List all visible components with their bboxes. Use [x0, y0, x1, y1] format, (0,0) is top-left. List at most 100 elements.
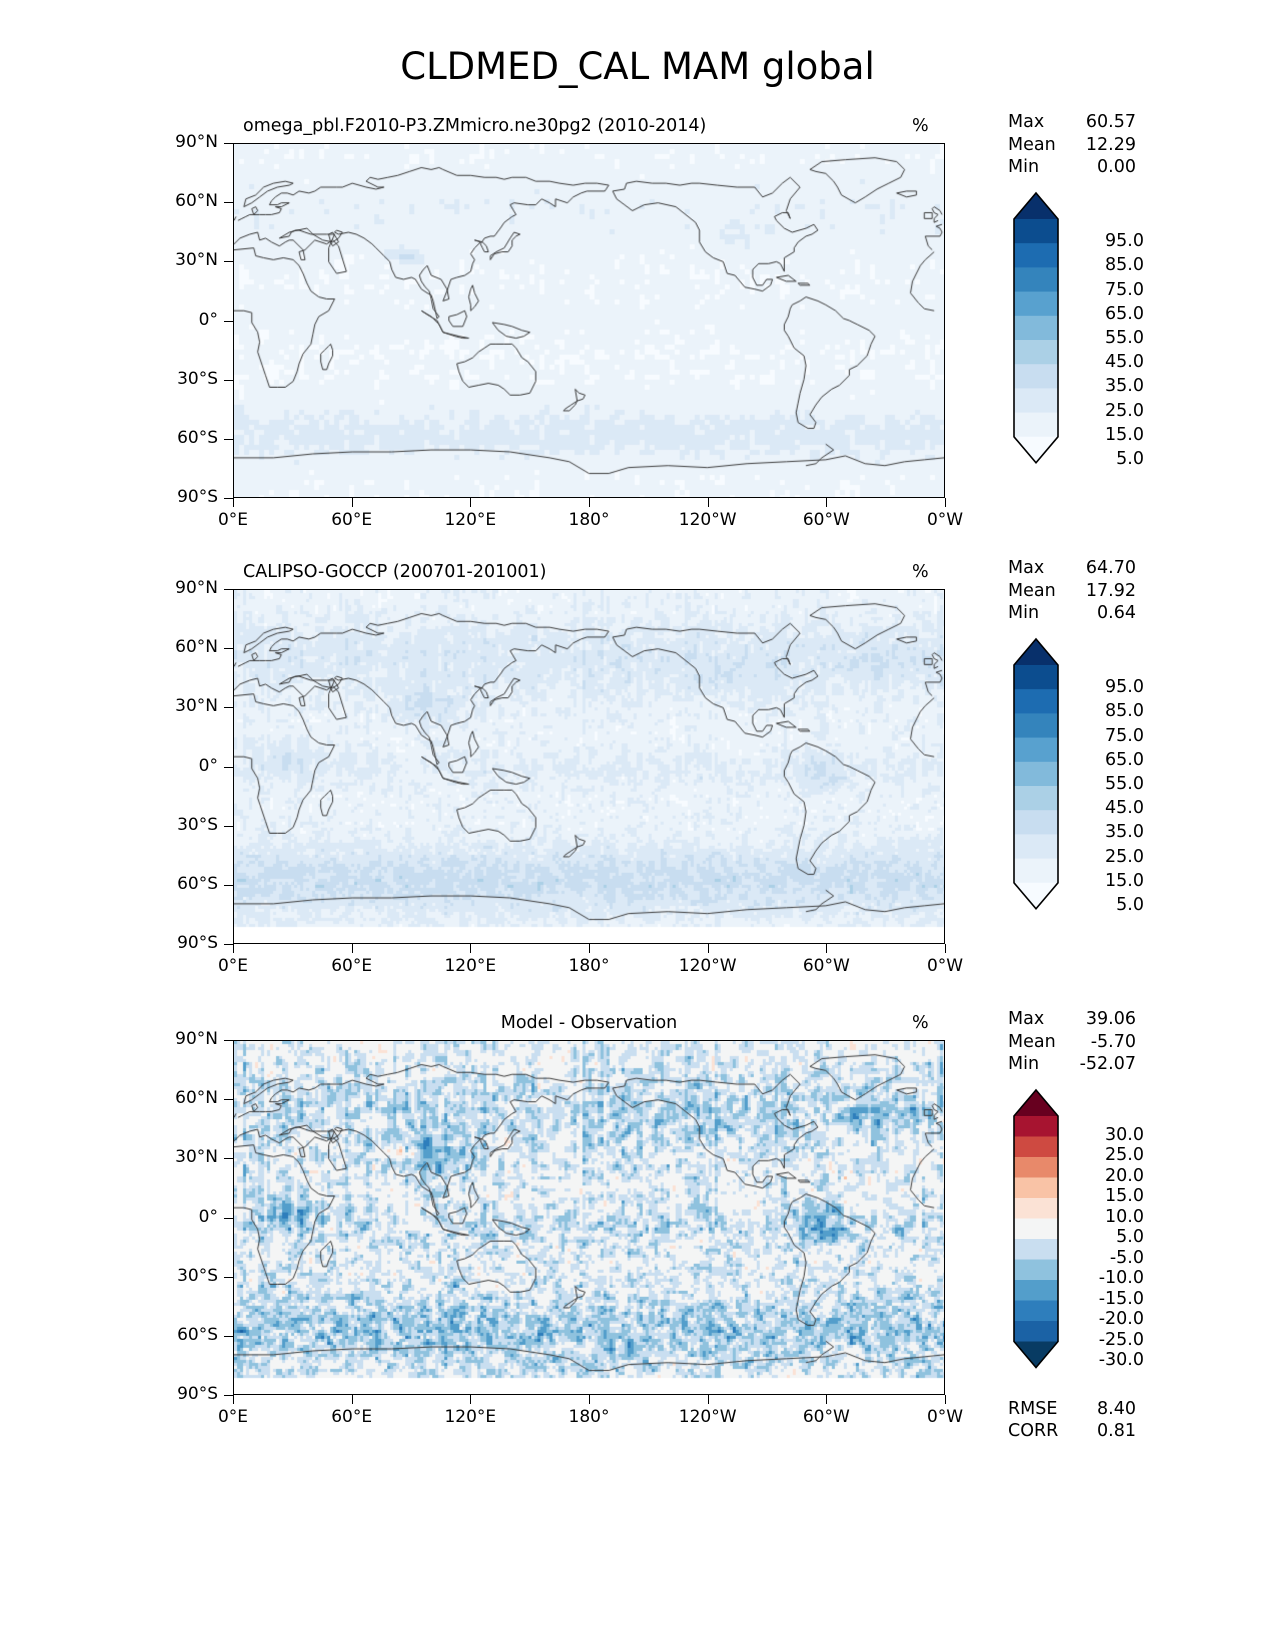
xtick-difference-0 — [233, 1395, 234, 1404]
stat-key-difference-2: Min — [1008, 1054, 1040, 1074]
panel-title-difference: Model - Observation — [500, 1013, 678, 1033]
ytick-model-3 — [224, 320, 233, 322]
colorbar-difference — [1012, 1088, 1060, 1376]
ytick-label-observation-3: 0° — [198, 755, 218, 776]
stat-key-observation-0: Max — [1008, 558, 1045, 578]
panel-title-model: omega_pbl.F2010-P3.ZMmicro.ne30pg2 (2010… — [243, 116, 707, 136]
ytick-model-6 — [224, 498, 233, 499]
colorbar-swatches-observation — [1013, 637, 1059, 911]
xtick-label-difference-3: 180° — [568, 1407, 610, 1427]
ytick-model-5 — [224, 438, 233, 440]
colorbar-tick-model-8: 15.0 — [1105, 424, 1144, 445]
colorbar-tick-observation-7: 25.0 — [1105, 846, 1144, 867]
colorbar-tick-observation-0: 95.0 — [1105, 677, 1144, 698]
xtick-label-difference-0: 0°E — [217, 1407, 249, 1427]
colorbar-tick-difference-5: 5.0 — [1116, 1227, 1144, 1247]
xtick-label-observation-0: 0°E — [217, 956, 249, 976]
colorbar-tick-difference-2: 20.0 — [1105, 1165, 1144, 1186]
xtick-difference-4 — [707, 1395, 709, 1404]
ytick-observation-3 — [224, 766, 233, 768]
xtick-observation-0 — [233, 944, 234, 953]
ytick-observation-5 — [224, 884, 233, 886]
colorbar-tick-observation-2: 75.0 — [1105, 725, 1144, 746]
stat-key-model-2: Min — [1008, 157, 1040, 177]
colorbar-tick-difference-4: 10.0 — [1105, 1206, 1144, 1227]
colorbar-observation — [1012, 637, 1060, 917]
ytick-difference-5 — [224, 1335, 233, 1337]
ytick-observation-2 — [224, 707, 233, 709]
colorbar-tick-observation-9: 5.0 — [1116, 895, 1144, 915]
xtick-label-model-3: 180° — [568, 510, 610, 530]
ytick-label-model-5: 60°S — [177, 427, 218, 448]
xtick-model-2 — [470, 498, 472, 507]
ytick-label-difference-0: 90°N — [175, 1029, 218, 1049]
xtick-label-difference-4: 120°W — [678, 1407, 737, 1427]
stat-value-difference-2: -52.07 — [1079, 1054, 1136, 1074]
colorbar-tick-observation-3: 65.0 — [1105, 749, 1144, 770]
stat-value-observation-0: 64.70 — [1085, 558, 1136, 578]
stat-value-model-1: 12.29 — [1085, 134, 1136, 155]
xtick-difference-6 — [945, 1395, 946, 1404]
xtick-observation-1 — [351, 944, 353, 953]
xtick-label-difference-1: 60°E — [331, 1407, 373, 1427]
stat-key-model-0: Max — [1008, 112, 1045, 132]
ytick-model-0 — [224, 143, 233, 144]
ytick-observation-4 — [224, 825, 233, 827]
ytick-label-model-3: 0° — [198, 309, 218, 330]
ytick-difference-1 — [224, 1099, 233, 1101]
xtick-label-observation-5: 60°W — [802, 956, 850, 976]
ytick-label-model-0: 90°N — [175, 132, 218, 152]
xtick-model-4 — [707, 498, 709, 507]
ytick-difference-6 — [224, 1395, 233, 1396]
xtick-difference-2 — [470, 1395, 472, 1404]
xtick-difference-5 — [826, 1395, 828, 1404]
stat-key-observation-2: Min — [1008, 603, 1040, 623]
footer-stat-key-1: CORR — [1008, 1421, 1059, 1441]
xtick-label-difference-2: 120°E — [444, 1407, 497, 1427]
ytick-label-model-4: 30°S — [177, 368, 218, 389]
colorbar-tick-observation-5: 45.0 — [1105, 798, 1144, 819]
stat-value-difference-0: 39.06 — [1085, 1009, 1136, 1029]
xtick-observation-5 — [826, 944, 828, 953]
ytick-label-observation-4: 30°S — [177, 814, 218, 835]
ytick-observation-0 — [224, 589, 233, 590]
xtick-difference-1 — [351, 1395, 353, 1404]
footer-stat-key-0: RMSE — [1008, 1398, 1058, 1419]
stat-value-difference-1: -5.70 — [1090, 1031, 1136, 1052]
colorbar-tick-observation-8: 15.0 — [1105, 870, 1144, 891]
colorbar-tick-difference-1: 25.0 — [1105, 1145, 1144, 1165]
ytick-label-observation-1: 60°N — [175, 637, 218, 658]
stat-key-observation-1: Mean — [1008, 580, 1056, 601]
xtick-label-model-4: 120°W — [678, 510, 737, 530]
colorbar-tick-observation-6: 35.0 — [1105, 822, 1144, 843]
ytick-label-model-6: 90°S — [177, 487, 218, 507]
colorbar-swatches-difference — [1013, 1088, 1059, 1369]
xtick-label-difference-6: 0°W — [926, 1407, 964, 1427]
colorbar-tick-difference-6: -5.0 — [1109, 1247, 1144, 1268]
stat-key-difference-0: Max — [1008, 1009, 1045, 1029]
colorbar-tick-observation-4: 55.0 — [1105, 774, 1144, 794]
ytick-label-observation-2: 30°N — [175, 696, 218, 717]
xtick-label-observation-6: 0°W — [926, 956, 964, 976]
ytick-label-model-2: 30°N — [175, 250, 218, 271]
colorbar-tick-model-7: 25.0 — [1105, 400, 1144, 421]
colorbar-tick-model-6: 35.0 — [1105, 376, 1144, 397]
footer-stat-value-0: 8.40 — [1097, 1398, 1136, 1419]
map-difference — [233, 1040, 945, 1395]
ytick-difference-4 — [224, 1276, 233, 1278]
ytick-model-4 — [224, 379, 233, 381]
xtick-label-observation-4: 120°W — [678, 956, 737, 976]
ytick-label-observation-5: 60°S — [177, 873, 218, 894]
colorbar-tick-model-0: 95.0 — [1105, 231, 1144, 252]
xtick-model-1 — [351, 498, 353, 507]
ytick-label-difference-5: 60°S — [177, 1324, 218, 1345]
colorbar-tick-difference-7: -10.0 — [1098, 1268, 1144, 1288]
colorbar-tick-difference-10: -25.0 — [1098, 1329, 1144, 1350]
colorbar-tick-observation-1: 85.0 — [1105, 701, 1144, 722]
xtick-label-observation-2: 120°E — [444, 956, 497, 976]
xtick-model-3 — [589, 498, 590, 507]
colorbar-tick-difference-9: -20.0 — [1098, 1309, 1144, 1329]
ytick-observation-1 — [224, 648, 233, 650]
